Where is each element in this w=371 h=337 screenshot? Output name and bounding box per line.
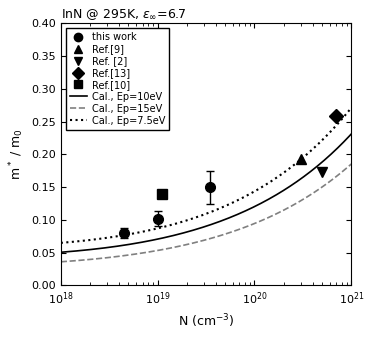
Text: InN @ 295K, $\varepsilon_{\infty}$=6.7: InN @ 295K, $\varepsilon_{\infty}$=6.7 (61, 7, 187, 22)
X-axis label: N (cm$^{-3}$): N (cm$^{-3}$) (178, 312, 234, 330)
Legend: this work, Ref.[9], Ref. [2], Ref.[13], Ref.[10], Cal., Ep=10eV, Cal., Ep=15eV, : this work, Ref.[9], Ref. [2], Ref.[13], … (66, 28, 169, 130)
Y-axis label: m$^*$ / m$_0$: m$^*$ / m$_0$ (7, 128, 26, 180)
